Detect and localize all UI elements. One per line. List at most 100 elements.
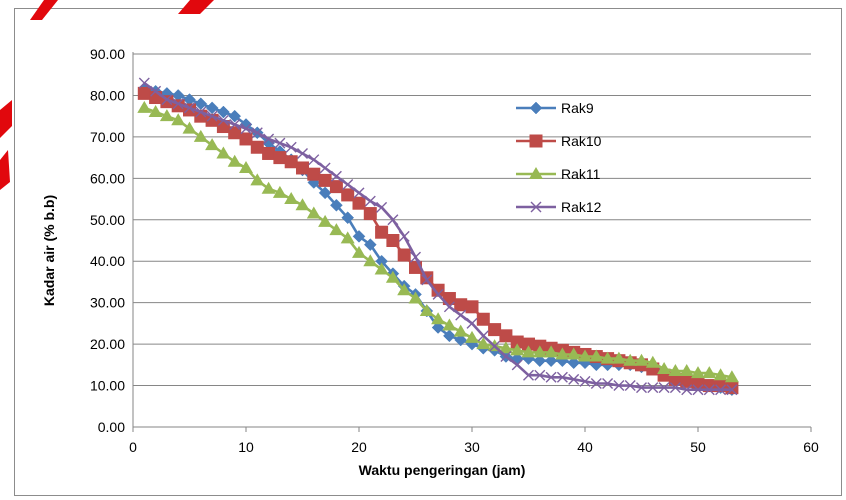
y-tick-label: 30.00 <box>90 295 125 311</box>
legend-marker-rak10 <box>529 134 543 148</box>
legend-item-rak10: Rak10 <box>516 133 602 149</box>
data-point-rak9 <box>533 354 547 368</box>
data-point-rak11 <box>284 192 299 205</box>
data-point-rak11 <box>510 343 525 356</box>
data-point-rak12 <box>330 170 342 182</box>
x-marker-stroke <box>251 127 263 139</box>
x-marker-stroke <box>353 187 365 199</box>
x-marker-stroke <box>172 98 184 110</box>
data-point-rak11 <box>239 160 253 173</box>
x-marker-stroke <box>330 170 342 182</box>
x-tick-label: 0 <box>129 439 137 455</box>
data-point-rak11 <box>374 262 389 275</box>
data-point-rak11 <box>611 351 626 364</box>
x-marker-stroke <box>545 371 557 383</box>
data-point-rak11 <box>431 312 446 325</box>
legend-marker-rak12 <box>530 201 542 213</box>
y-axis-title: Kadar air (% b.b) <box>41 195 57 306</box>
data-point-rak9 <box>217 105 230 119</box>
data-point-rak11 <box>363 254 378 267</box>
legend-marker-rak9 <box>529 101 543 115</box>
data-point-rak11 <box>295 198 310 211</box>
x-tick-label: 40 <box>577 439 593 455</box>
data-point-rak10 <box>454 298 468 312</box>
data-point-rak11 <box>713 368 728 381</box>
data-point-rak12 <box>715 384 727 396</box>
x-axis-title: Waktu pengeringan (jam) <box>359 462 526 478</box>
data-point-rak9 <box>363 238 377 251</box>
x-marker-stroke <box>150 85 162 97</box>
legend-label-rak9: Rak9 <box>561 100 594 116</box>
data-point-rak10 <box>318 173 332 187</box>
data-point-rak9 <box>567 356 581 370</box>
x-tick-label: 50 <box>690 439 706 455</box>
data-point-rak12 <box>613 380 625 392</box>
data-point-rak12 <box>703 384 715 396</box>
data-point-rak9 <box>443 329 456 343</box>
data-point-rak11 <box>589 349 604 362</box>
x-marker-stroke <box>161 94 173 106</box>
data-point-rak10 <box>341 188 355 202</box>
x-marker-stroke <box>206 110 218 122</box>
data-point-rak10 <box>284 155 298 169</box>
x-marker-stroke <box>489 340 501 352</box>
data-point-rak12 <box>579 375 591 387</box>
data-point-rak12 <box>206 110 218 122</box>
data-point-rak10 <box>352 196 366 210</box>
data-point-rak10 <box>262 146 276 160</box>
data-point-rak11 <box>352 245 366 258</box>
data-point-rak12 <box>421 274 433 286</box>
data-point-rak12 <box>477 330 489 342</box>
legend-item-rak11: Rak11 <box>516 166 601 182</box>
data-point-rak12 <box>545 371 557 383</box>
data-point-rak9 <box>318 186 332 200</box>
data-point-rak11 <box>205 138 220 151</box>
x-marker-stroke <box>274 137 286 149</box>
x-marker-stroke <box>217 114 229 126</box>
x-marker-stroke <box>681 384 693 396</box>
data-point-rak12 <box>353 187 365 199</box>
series-rak10 <box>137 86 739 395</box>
data-point-rak12 <box>692 384 704 396</box>
data-point-rak10 <box>375 225 389 239</box>
data-point-rak12 <box>568 373 580 385</box>
data-point-rak10 <box>691 376 705 390</box>
data-point-rak11 <box>148 105 163 118</box>
x-marker-stroke <box>455 309 467 321</box>
data-point-rak12 <box>376 201 388 213</box>
data-point-rak12 <box>184 102 195 114</box>
data-point-rak11 <box>679 364 694 377</box>
data-point-rak12 <box>263 133 275 145</box>
data-point-rak10 <box>465 300 479 314</box>
data-point-rak11 <box>691 366 705 379</box>
data-point-rak10 <box>329 180 343 194</box>
watermark-stroke <box>178 0 214 14</box>
x-tick-label: 20 <box>351 439 367 455</box>
data-point-rak11 <box>476 337 491 350</box>
data-point-rak12 <box>342 179 354 191</box>
x-marker-stroke <box>184 102 195 114</box>
data-point-rak11 <box>668 364 683 377</box>
x-marker-stroke <box>432 288 444 300</box>
legend-label-rak11: Rak11 <box>561 166 601 182</box>
data-point-rak12 <box>466 317 478 329</box>
x-marker-stroke <box>534 369 546 381</box>
data-point-rak9 <box>228 109 242 123</box>
data-point-rak11 <box>544 345 559 358</box>
data-point-rak12 <box>240 123 252 135</box>
x-tick-label: 30 <box>464 439 480 455</box>
data-point-rak10 <box>386 234 400 247</box>
data-point-rak9 <box>341 211 355 225</box>
data-point-rak11 <box>397 283 412 296</box>
x-marker-stroke <box>285 141 297 153</box>
x-marker-stroke <box>342 179 354 191</box>
data-point-rak11 <box>702 366 717 379</box>
data-point-rak11 <box>419 303 434 316</box>
x-marker-stroke <box>364 195 376 207</box>
x-marker-stroke <box>410 251 421 263</box>
x-marker-stroke <box>669 382 681 394</box>
data-point-rak12 <box>251 127 263 139</box>
x-marker-stroke <box>477 330 489 342</box>
data-point-rak12 <box>658 382 670 394</box>
